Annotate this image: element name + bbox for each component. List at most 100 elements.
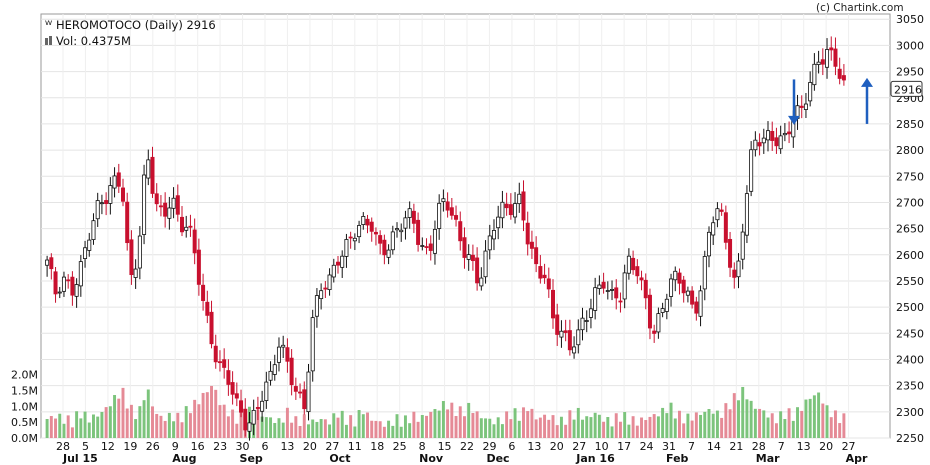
candle-body	[407, 208, 412, 218]
volume-bar	[791, 420, 795, 438]
candle-body	[91, 220, 96, 240]
x-day-label: 27	[572, 440, 586, 453]
candle	[285, 338, 290, 373]
candle-body	[639, 277, 644, 281]
candle	[614, 279, 619, 310]
volume-bar	[774, 423, 778, 438]
volume-bar	[100, 412, 104, 438]
candle	[723, 205, 728, 250]
x-day-label: 5	[82, 440, 89, 453]
candle	[209, 300, 214, 349]
candle	[770, 121, 775, 151]
candle	[268, 361, 273, 386]
volume-bar	[618, 421, 622, 438]
x-day-label: 20	[550, 440, 564, 453]
volume-bar	[408, 423, 412, 438]
candle	[108, 177, 113, 215]
candle	[626, 248, 631, 280]
candle	[83, 240, 88, 268]
candle-body	[243, 408, 248, 431]
candle	[576, 319, 581, 354]
candle	[694, 296, 699, 321]
x-day-label: 8	[419, 440, 426, 453]
candle-body	[841, 75, 846, 81]
volume-bar	[159, 415, 163, 438]
candle-body	[230, 382, 235, 395]
candle	[698, 285, 703, 327]
candle-body	[99, 202, 104, 205]
price-tick-label: 2650	[896, 223, 924, 236]
volume-bar	[62, 423, 66, 438]
volume-bar	[492, 424, 496, 438]
candle	[163, 192, 168, 228]
candle-body	[201, 284, 206, 301]
candle-body	[293, 386, 298, 392]
candle-body	[285, 347, 290, 362]
volume-bar	[522, 407, 525, 438]
volume-bar	[437, 410, 441, 438]
last-price-badge: 2916	[890, 80, 923, 97]
volume-bar	[564, 424, 568, 438]
volume-bar	[635, 425, 639, 438]
volume-bar	[779, 411, 783, 438]
x-day-label: 20	[303, 440, 317, 453]
volume-tick-label: 1.5M	[11, 385, 38, 398]
x-month-label: Aug	[172, 452, 196, 465]
candle	[196, 238, 201, 296]
candle	[706, 226, 711, 268]
price-axis: 3050300029502900285028002750270026502600…	[896, 13, 924, 445]
candle-body	[563, 330, 568, 333]
candle-body	[525, 222, 530, 245]
volume-bar	[526, 411, 530, 438]
volume-bar	[239, 411, 243, 438]
volume-bar	[201, 392, 205, 438]
candle	[184, 215, 189, 238]
candle	[344, 233, 349, 268]
volume-bar	[277, 418, 281, 438]
candle-body	[163, 202, 168, 217]
x-month-label: Oct	[329, 452, 350, 465]
volume-bar	[652, 414, 656, 438]
candle-body	[133, 268, 138, 278]
volume-bar	[353, 426, 357, 438]
x-day-label: 6	[508, 440, 515, 453]
candle	[753, 131, 758, 157]
volume-bar	[340, 410, 344, 438]
volume-bar	[665, 413, 669, 438]
candle-body	[167, 207, 172, 219]
candle	[563, 319, 568, 342]
x-month-label: Dec	[486, 452, 509, 465]
candle-body	[268, 370, 273, 381]
candle-body	[728, 238, 733, 268]
candle-body	[298, 391, 303, 394]
volume-bar	[669, 402, 673, 438]
candle	[120, 178, 125, 207]
candle-body	[87, 239, 92, 251]
volume-bar	[534, 419, 538, 438]
volume-bar	[163, 420, 167, 438]
candle	[116, 163, 121, 193]
volume-bar	[517, 420, 521, 438]
volume-bar	[576, 407, 580, 438]
candle	[306, 363, 311, 421]
candle-body	[192, 229, 197, 254]
candle-body	[487, 235, 492, 251]
volume-bar	[117, 398, 121, 438]
volume-bar	[614, 413, 618, 438]
volume-bar	[656, 416, 660, 438]
volume-bar	[627, 424, 631, 438]
candle	[382, 234, 387, 265]
candle-body	[129, 239, 134, 276]
candle-body	[340, 255, 345, 268]
volume-bar	[391, 425, 395, 438]
volume-bar	[281, 422, 285, 438]
candle-body	[757, 142, 762, 147]
candle-body	[222, 359, 227, 368]
candle-body	[108, 185, 113, 204]
candle-body	[454, 215, 459, 220]
volume-bar	[382, 426, 386, 438]
candle	[57, 286, 62, 299]
volume-bar	[104, 407, 108, 438]
candle	[335, 255, 340, 274]
candle	[643, 273, 648, 310]
